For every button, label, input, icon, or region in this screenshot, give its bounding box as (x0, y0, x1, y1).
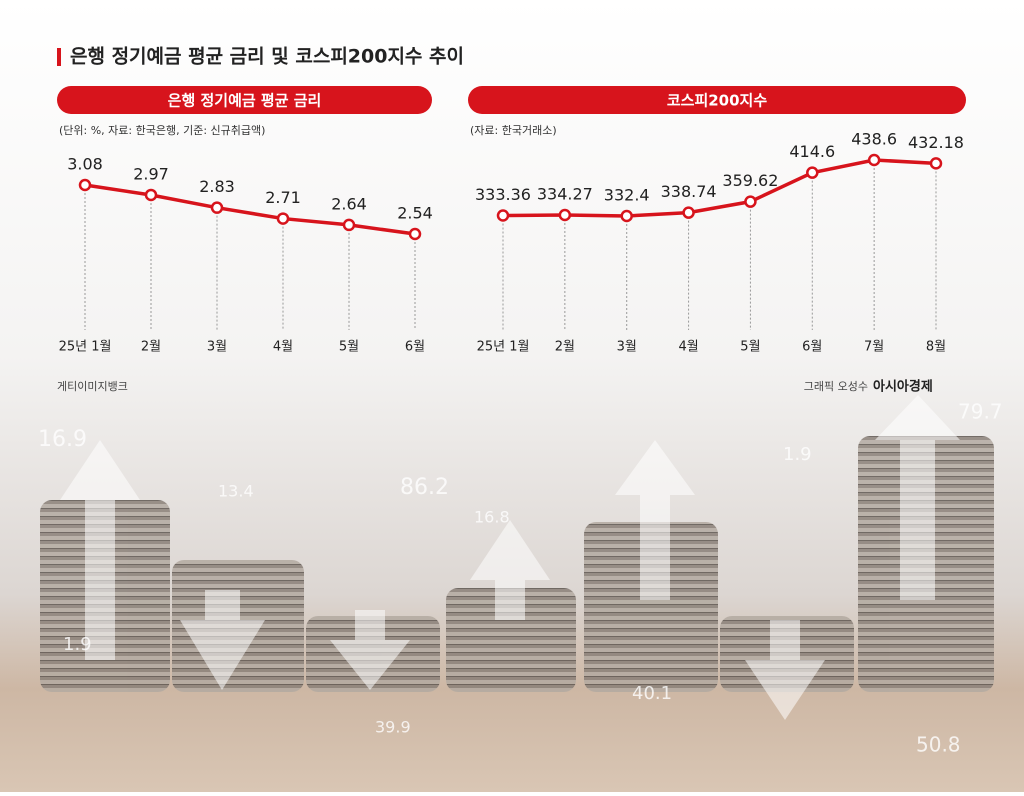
chart-header (57, 86, 432, 114)
x-tick-label: 6월 (405, 340, 425, 355)
background-number: 1.9 (63, 634, 92, 655)
x-tick-label: 5월 (339, 340, 359, 355)
background-number: 39.9 (375, 718, 411, 737)
value-label: 2.83 (199, 177, 235, 196)
x-tick-label: 2월 (555, 340, 575, 355)
background-numbers: 16.9 13.4 86.2 16.8 1.9 79.7 1.9 39.9 40.1 50.8 (38, 400, 1003, 757)
graphic-credit: 그래픽 오성수 (804, 380, 868, 393)
point (558, 208, 572, 222)
background-number: 1.9 (783, 444, 812, 465)
x-tick-label: 6월 (802, 340, 822, 355)
point (408, 227, 422, 241)
background-number: 40.1 (632, 683, 672, 704)
title-marker (57, 48, 61, 66)
point (744, 195, 757, 208)
line (84, 183, 416, 236)
value-label: 2.54 (397, 204, 433, 223)
x-tick-label: 4월 (678, 340, 698, 355)
chart-header (468, 86, 966, 114)
x-tick-label: 8월 (926, 340, 946, 355)
point (867, 153, 881, 167)
point (682, 206, 695, 219)
value-label: 3.08 (67, 155, 103, 174)
background-number: 13.4 (218, 482, 254, 501)
photo-credit: 게티이미지뱅크 (57, 380, 128, 393)
arrows (60, 395, 960, 720)
value-label: 332.4 (604, 186, 650, 205)
chart-title: 코스피200지수 (667, 92, 768, 110)
main-title: 은행 정기예금 평균 금리 및 코스피200지수 추이 (70, 46, 464, 68)
x-tick-label: 5월 (740, 340, 760, 355)
charts: 은행 정기예금 평균 금리 (단위: %, 자료: 한국은행, 기준: 신규취급액… (57, 86, 966, 355)
x-tick-label: 4월 (273, 340, 293, 355)
x-tick-label: 7월 (864, 340, 884, 355)
point (806, 166, 819, 179)
background-number: 16.9 (38, 427, 87, 452)
x-tick-label: 25년 1월 (59, 340, 112, 355)
background-number: 86.2 (400, 475, 449, 500)
point (78, 178, 92, 192)
x-tick-label: 3월 (617, 340, 637, 355)
value-label: 2.64 (331, 194, 367, 213)
chart-note: (단위: %, 자료: 한국은행, 기준: 신규취급액) (59, 124, 265, 137)
background-number: 50.8 (916, 733, 961, 757)
value-label: 333.36 (475, 185, 531, 204)
brand: 아시아경제 (873, 379, 933, 395)
point (144, 188, 158, 202)
line (502, 158, 937, 218)
value-label: 2.97 (133, 164, 169, 183)
point (276, 212, 290, 225)
x-tick-label: 3월 (207, 340, 227, 355)
value-label: 438.6 (851, 130, 897, 149)
point (620, 209, 633, 223)
point (929, 157, 943, 170)
value-label: 414.6 (789, 142, 835, 161)
value-label: 2.71 (265, 188, 301, 207)
background-number: 16.8 (474, 508, 510, 527)
point (496, 209, 510, 222)
value-label: 338.74 (661, 182, 717, 201)
value-label: 432.18 (908, 133, 964, 152)
point (210, 201, 224, 214)
x-tick-label: 2월 (141, 340, 161, 355)
background-number: 79.7 (958, 400, 1003, 424)
x-tick-label: 25년 1월 (477, 340, 530, 355)
chart-title: 은행 정기예금 평균 금리 (168, 92, 322, 110)
value-label: 334.27 (537, 185, 593, 204)
value-label: 359.62 (722, 171, 778, 190)
point (342, 218, 356, 232)
chart-note: (자료: 한국거래소) (470, 124, 557, 137)
